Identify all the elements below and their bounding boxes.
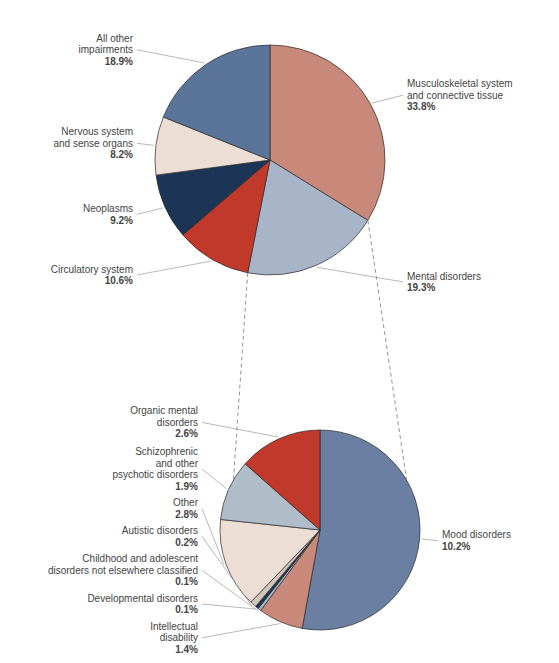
data-label: 9.2% — [110, 215, 133, 226]
data-label: 18.9% — [105, 56, 133, 67]
slice-label-line: disorders not elsewhere classified — [48, 565, 198, 576]
connector-line — [368, 220, 407, 480]
slice-label-line: and other — [156, 458, 199, 469]
leader-line — [202, 604, 256, 609]
data-label: 10.6% — [105, 275, 133, 286]
slice-label-line: Mood disorders — [442, 529, 511, 540]
slice-label-line: psychotic disorders — [112, 469, 198, 480]
data-label: 10.2% — [442, 541, 470, 552]
leader-line — [317, 267, 403, 282]
leader-line — [137, 261, 211, 275]
slice-label-line: Circulatory system — [51, 264, 133, 275]
data-label: 0.2% — [175, 537, 198, 548]
data-label: 2.6% — [175, 428, 198, 439]
slice-label: Nervous systemand sense organs — [53, 126, 133, 149]
slice-label: Neoplasms — [83, 203, 133, 214]
slice — [220, 519, 320, 602]
data-label: 19.3% — [407, 282, 435, 293]
data-label: 2.8% — [175, 509, 198, 520]
pie — [155, 45, 385, 275]
slice-label-line: Schizophrenic — [135, 446, 198, 457]
leader-line — [202, 537, 252, 606]
slice-label: Organic mentaldisorders — [130, 405, 198, 428]
pie — [220, 430, 420, 630]
slice-label-line: Childhood and adolescent — [82, 553, 198, 564]
connector-line — [233, 273, 247, 480]
slice-label: Other — [173, 497, 199, 508]
data-label: 1.9% — [175, 481, 198, 492]
slice-label: Mental disorders — [407, 271, 481, 282]
leader-line — [137, 143, 154, 145]
slice-label-line: disability — [160, 632, 198, 643]
slice-label-line: Intellectual — [150, 621, 198, 632]
slice-label-line: disorders — [157, 417, 198, 428]
slice — [163, 45, 270, 160]
leader-line — [372, 95, 403, 103]
slice-label: Childhood and adolescentdisorders not el… — [48, 553, 198, 576]
slice-label: Autistic disorders — [122, 525, 198, 536]
slice-label: Schizophrenicand otherpsychotic disorder… — [112, 446, 198, 480]
data-label: 0.1% — [175, 576, 198, 587]
slice-label: Developmental disorders — [87, 593, 198, 604]
slice-label-line: Developmental disorders — [87, 593, 198, 604]
data-label: 8.2% — [110, 149, 133, 160]
chart: Musculoskeletal systemand connective tis… — [0, 0, 559, 663]
leader-line — [202, 624, 280, 638]
slice-label: Circulatory system — [51, 264, 133, 275]
slice-label-line: Other — [173, 497, 199, 508]
leader-line — [137, 50, 205, 63]
slice-label-line: Neoplasms — [83, 203, 133, 214]
slice-label-line: and connective tissue — [407, 90, 504, 101]
slice-label-line: Organic mental — [130, 405, 198, 416]
leader-line — [422, 539, 438, 540]
slice-label: All otherimpairments — [79, 33, 134, 56]
leader-line — [202, 469, 227, 489]
leader-line — [202, 570, 258, 611]
slice-label-line: Autistic disorders — [122, 525, 198, 536]
leader-line — [202, 509, 224, 565]
slice-label-line: and sense organs — [53, 138, 133, 149]
data-label: 1.4% — [175, 644, 198, 655]
slice-label: Mood disorders — [442, 529, 511, 540]
slice-label-line: Nervous system — [61, 126, 133, 137]
slice-label: Intellectualdisability — [150, 621, 198, 644]
slice-label-line: All other — [96, 33, 133, 44]
leader-line — [202, 422, 278, 437]
slice — [245, 430, 320, 530]
leader-line — [137, 208, 163, 215]
data-label: 0.1% — [175, 604, 198, 615]
slice-label: Musculoskeletal systemand connective tis… — [407, 78, 513, 101]
slice-label-line: Mental disorders — [407, 271, 481, 282]
slice-label-line: impairments — [79, 44, 133, 55]
labels: Mood disorders10.2% Intellectualdisabilit… — [48, 405, 511, 654]
labels: Musculoskeletal systemand connective tis… — [51, 33, 513, 293]
data-label: 33.8% — [407, 101, 435, 112]
slice-label-line: Musculoskeletal system — [407, 78, 513, 89]
